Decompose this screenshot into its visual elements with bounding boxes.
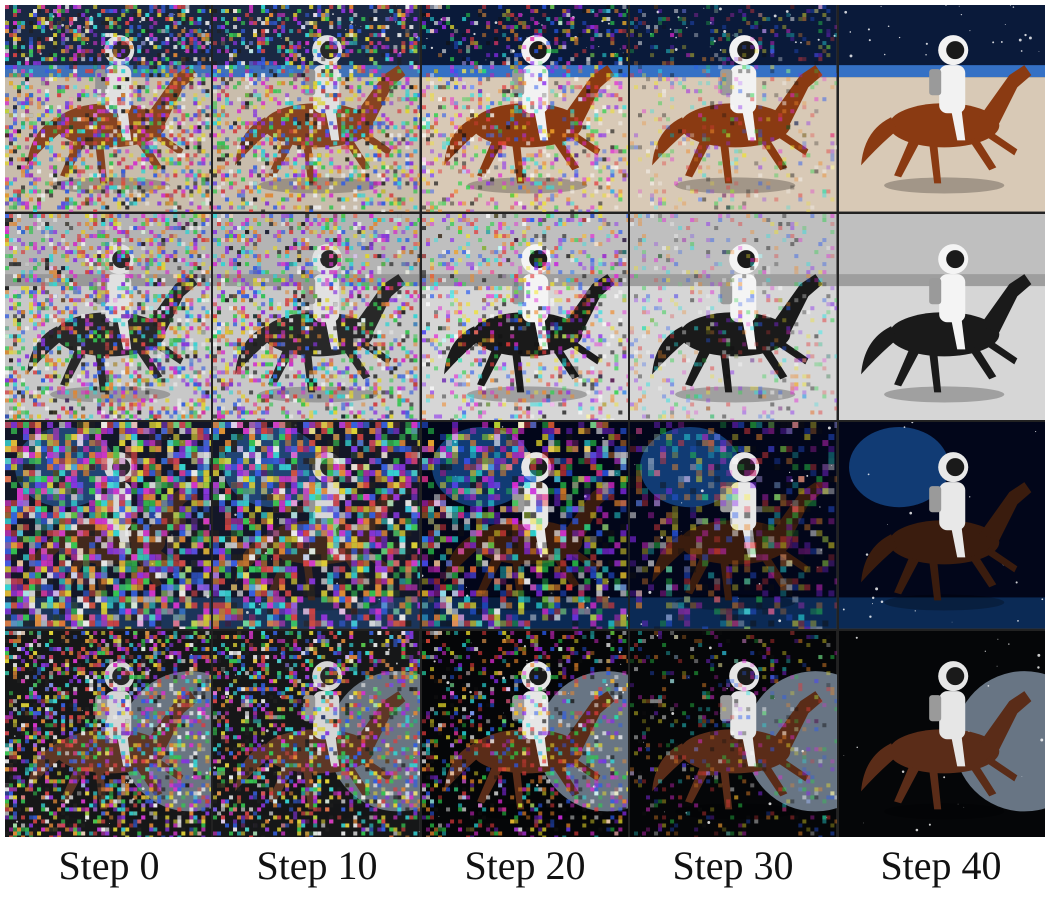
astronaut-riding-horse-image (5, 422, 212, 629)
astronaut-riding-horse-image (630, 5, 837, 212)
astronaut-riding-horse-image (5, 630, 212, 837)
astronaut-riding-horse-image (630, 213, 837, 420)
astronaut-riding-horse-image (838, 630, 1045, 837)
astronaut-riding-horse-image (213, 5, 420, 212)
astronaut-riding-horse-image (838, 213, 1045, 420)
step-label-30: Step 30 (672, 843, 794, 888)
astronaut-riding-horse-image (213, 630, 420, 837)
step-labels: Step 0 Step 10 Step 20 Step 30 Step 40 (5, 837, 1045, 895)
step-label-0: Step 0 (58, 843, 160, 888)
astronaut-riding-horse-image (630, 422, 837, 629)
diffusion-steps-figure (5, 5, 1045, 837)
astronaut-riding-horse-image (421, 422, 629, 629)
astronaut-riding-horse-image (213, 213, 420, 420)
astronaut-riding-horse-image (421, 213, 629, 420)
step-label-10: Step 10 (256, 843, 378, 888)
astronaut-riding-horse-image (838, 5, 1045, 212)
astronaut-riding-horse-image (5, 213, 212, 420)
image-grid (5, 5, 1045, 837)
step-label-40: Step 40 (880, 843, 1002, 888)
astronaut-riding-horse-image (838, 422, 1045, 629)
astronaut-riding-horse-image (421, 630, 629, 837)
astronaut-riding-horse-image (421, 5, 629, 212)
astronaut-riding-horse-image (5, 5, 212, 212)
astronaut-riding-horse-image (630, 630, 837, 837)
step-label-20: Step 20 (464, 843, 586, 888)
astronaut-riding-horse-image (213, 422, 420, 629)
